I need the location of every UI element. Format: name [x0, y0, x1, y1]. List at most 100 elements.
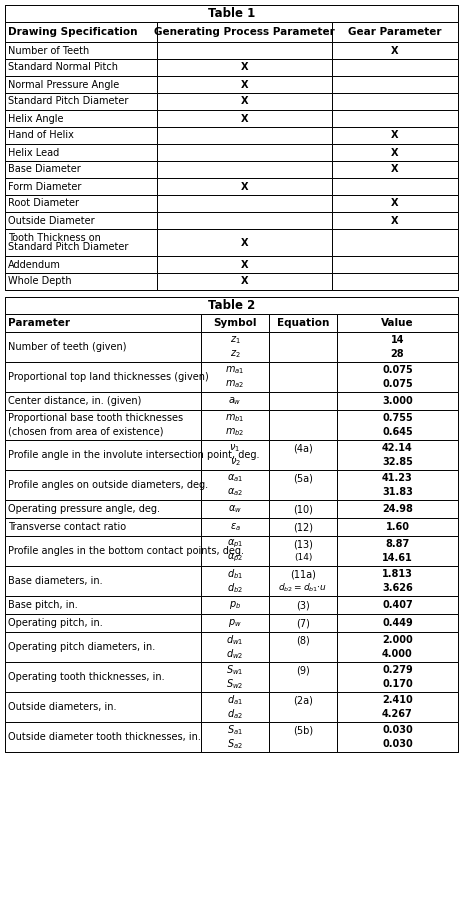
Bar	[337, 314, 458, 332]
Text: 42.14: 42.14	[382, 443, 413, 453]
Text: Number of Teeth: Number of Teeth	[8, 46, 89, 55]
Text: Number of teeth (given): Number of teeth (given)	[8, 342, 126, 352]
Bar	[157, 93, 332, 110]
Text: 0.449: 0.449	[382, 618, 413, 628]
Bar	[201, 410, 269, 440]
Bar	[337, 362, 458, 392]
Bar	[5, 692, 201, 722]
Text: (chosen from area of existence): (chosen from area of existence)	[8, 427, 163, 437]
Text: 0.030: 0.030	[382, 739, 413, 749]
Bar	[337, 566, 458, 596]
Bar	[201, 536, 269, 566]
Text: (3): (3)	[296, 600, 310, 610]
Bar	[5, 314, 201, 332]
Bar	[5, 93, 157, 110]
Bar	[5, 212, 157, 229]
Bar	[337, 410, 458, 440]
Bar	[269, 614, 337, 632]
Bar	[157, 144, 332, 161]
Text: $\nu_2$: $\nu_2$	[230, 456, 240, 468]
Text: Profile angles in the bottom contact points, deg.: Profile angles in the bottom contact poi…	[8, 546, 244, 556]
Bar	[201, 362, 269, 392]
Text: Proportional top land thicknesses (given): Proportional top land thicknesses (given…	[8, 372, 209, 382]
Text: Drawing Specification: Drawing Specification	[8, 27, 138, 37]
Bar	[332, 161, 458, 178]
Bar	[5, 273, 157, 290]
Bar	[337, 662, 458, 692]
Bar	[5, 110, 157, 127]
Text: Gear Parameter: Gear Parameter	[348, 27, 442, 37]
Bar	[5, 500, 201, 518]
Text: Operating tooth thicknesses, in.: Operating tooth thicknesses, in.	[8, 672, 165, 682]
Text: 28: 28	[391, 349, 404, 359]
Bar	[5, 195, 157, 212]
Bar	[201, 632, 269, 662]
Text: Base diameters, in.: Base diameters, in.	[8, 576, 103, 586]
Text: $\alpha_w$: $\alpha_w$	[228, 503, 242, 515]
Bar	[269, 518, 337, 536]
Text: (7): (7)	[296, 618, 310, 628]
Bar	[5, 178, 157, 195]
Bar	[337, 614, 458, 632]
Text: (12): (12)	[293, 522, 313, 532]
Bar	[332, 76, 458, 93]
Text: 41.23: 41.23	[382, 473, 413, 483]
Text: X: X	[241, 114, 248, 123]
Bar	[5, 5, 458, 290]
Text: Root Diameter: Root Diameter	[8, 199, 79, 209]
Text: $d_{a1}$: $d_{a1}$	[227, 693, 243, 707]
Bar	[337, 596, 458, 614]
Bar	[337, 536, 458, 566]
Text: $S_{a2}$: $S_{a2}$	[227, 737, 243, 751]
Text: Tooth Thickness on: Tooth Thickness on	[8, 233, 101, 243]
Bar	[269, 596, 337, 614]
Bar	[269, 722, 337, 752]
Text: Proportional base tooth thicknesses: Proportional base tooth thicknesses	[8, 414, 183, 423]
Bar	[157, 42, 332, 59]
Text: Profile angle in the involute intersection point, deg.: Profile angle in the involute intersecti…	[8, 450, 259, 460]
Text: $z_1$: $z_1$	[230, 335, 240, 346]
Text: $S_{a1}$: $S_{a1}$	[227, 723, 243, 737]
Bar	[5, 76, 157, 93]
Text: 0.279: 0.279	[382, 665, 413, 675]
Text: $d_{b2}=d_{b1}{\cdot}u$: $d_{b2}=d_{b1}{\cdot}u$	[278, 582, 328, 595]
Bar	[5, 22, 157, 42]
Text: X: X	[241, 80, 248, 89]
Text: $S_{w1}$: $S_{w1}$	[226, 664, 244, 677]
Text: (10): (10)	[293, 504, 313, 514]
Text: 1.60: 1.60	[386, 522, 409, 532]
Text: $d_{b2}$: $d_{b2}$	[227, 581, 243, 595]
Text: Outside diameter tooth thicknesses, in.: Outside diameter tooth thicknesses, in.	[8, 732, 201, 742]
Bar	[201, 566, 269, 596]
Text: $m_{a1}$: $m_{a1}$	[225, 364, 244, 376]
Text: Operating pitch, in.: Operating pitch, in.	[8, 618, 103, 628]
Bar	[337, 722, 458, 752]
Bar	[5, 440, 201, 470]
Bar	[5, 518, 201, 536]
Text: $S_{w2}$: $S_{w2}$	[226, 677, 244, 691]
Bar	[157, 110, 332, 127]
Bar	[269, 392, 337, 410]
Text: $a_w$: $a_w$	[228, 395, 242, 407]
Bar	[157, 59, 332, 76]
Text: (5a): (5a)	[293, 473, 313, 483]
Text: $m_{b1}$: $m_{b1}$	[225, 413, 245, 424]
Text: Center distance, in. (given): Center distance, in. (given)	[8, 396, 141, 406]
Text: Addendum: Addendum	[8, 259, 61, 269]
Bar	[5, 410, 201, 440]
Bar	[201, 500, 269, 518]
Text: Standard Pitch Diameter: Standard Pitch Diameter	[8, 243, 128, 253]
Text: (11a): (11a)	[290, 569, 316, 579]
Bar	[332, 178, 458, 195]
Bar	[5, 632, 201, 662]
Text: 0.755: 0.755	[382, 414, 413, 423]
Text: (4a): (4a)	[293, 443, 313, 453]
Bar	[201, 332, 269, 362]
Text: (9): (9)	[296, 665, 310, 675]
Text: X: X	[241, 237, 248, 247]
Text: Base pitch, in.: Base pitch, in.	[8, 600, 78, 610]
Bar	[5, 566, 201, 596]
Text: Value: Value	[381, 318, 414, 328]
Text: Helix Lead: Helix Lead	[8, 148, 59, 157]
Text: $d_{b1}$: $d_{b1}$	[227, 567, 243, 581]
